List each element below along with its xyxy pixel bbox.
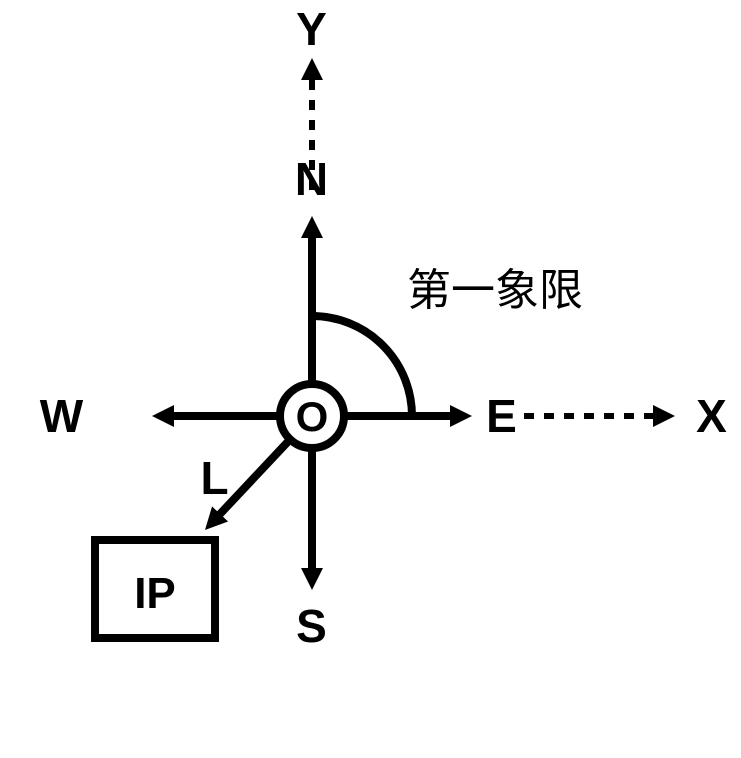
label-origin: O xyxy=(296,393,329,440)
label-x: X xyxy=(696,390,728,442)
diagram-root: Y N S E W X O 第一象限 L IP xyxy=(0,0,741,758)
label-l: L xyxy=(200,452,229,504)
label-ip: IP xyxy=(134,569,176,618)
label-w: W xyxy=(40,390,84,442)
label-e: E xyxy=(486,390,518,442)
label-s: S xyxy=(296,600,328,652)
label-y: Y xyxy=(296,3,328,55)
label-first-quadrant: 第一象限 xyxy=(407,266,583,315)
label-n: N xyxy=(295,153,329,205)
